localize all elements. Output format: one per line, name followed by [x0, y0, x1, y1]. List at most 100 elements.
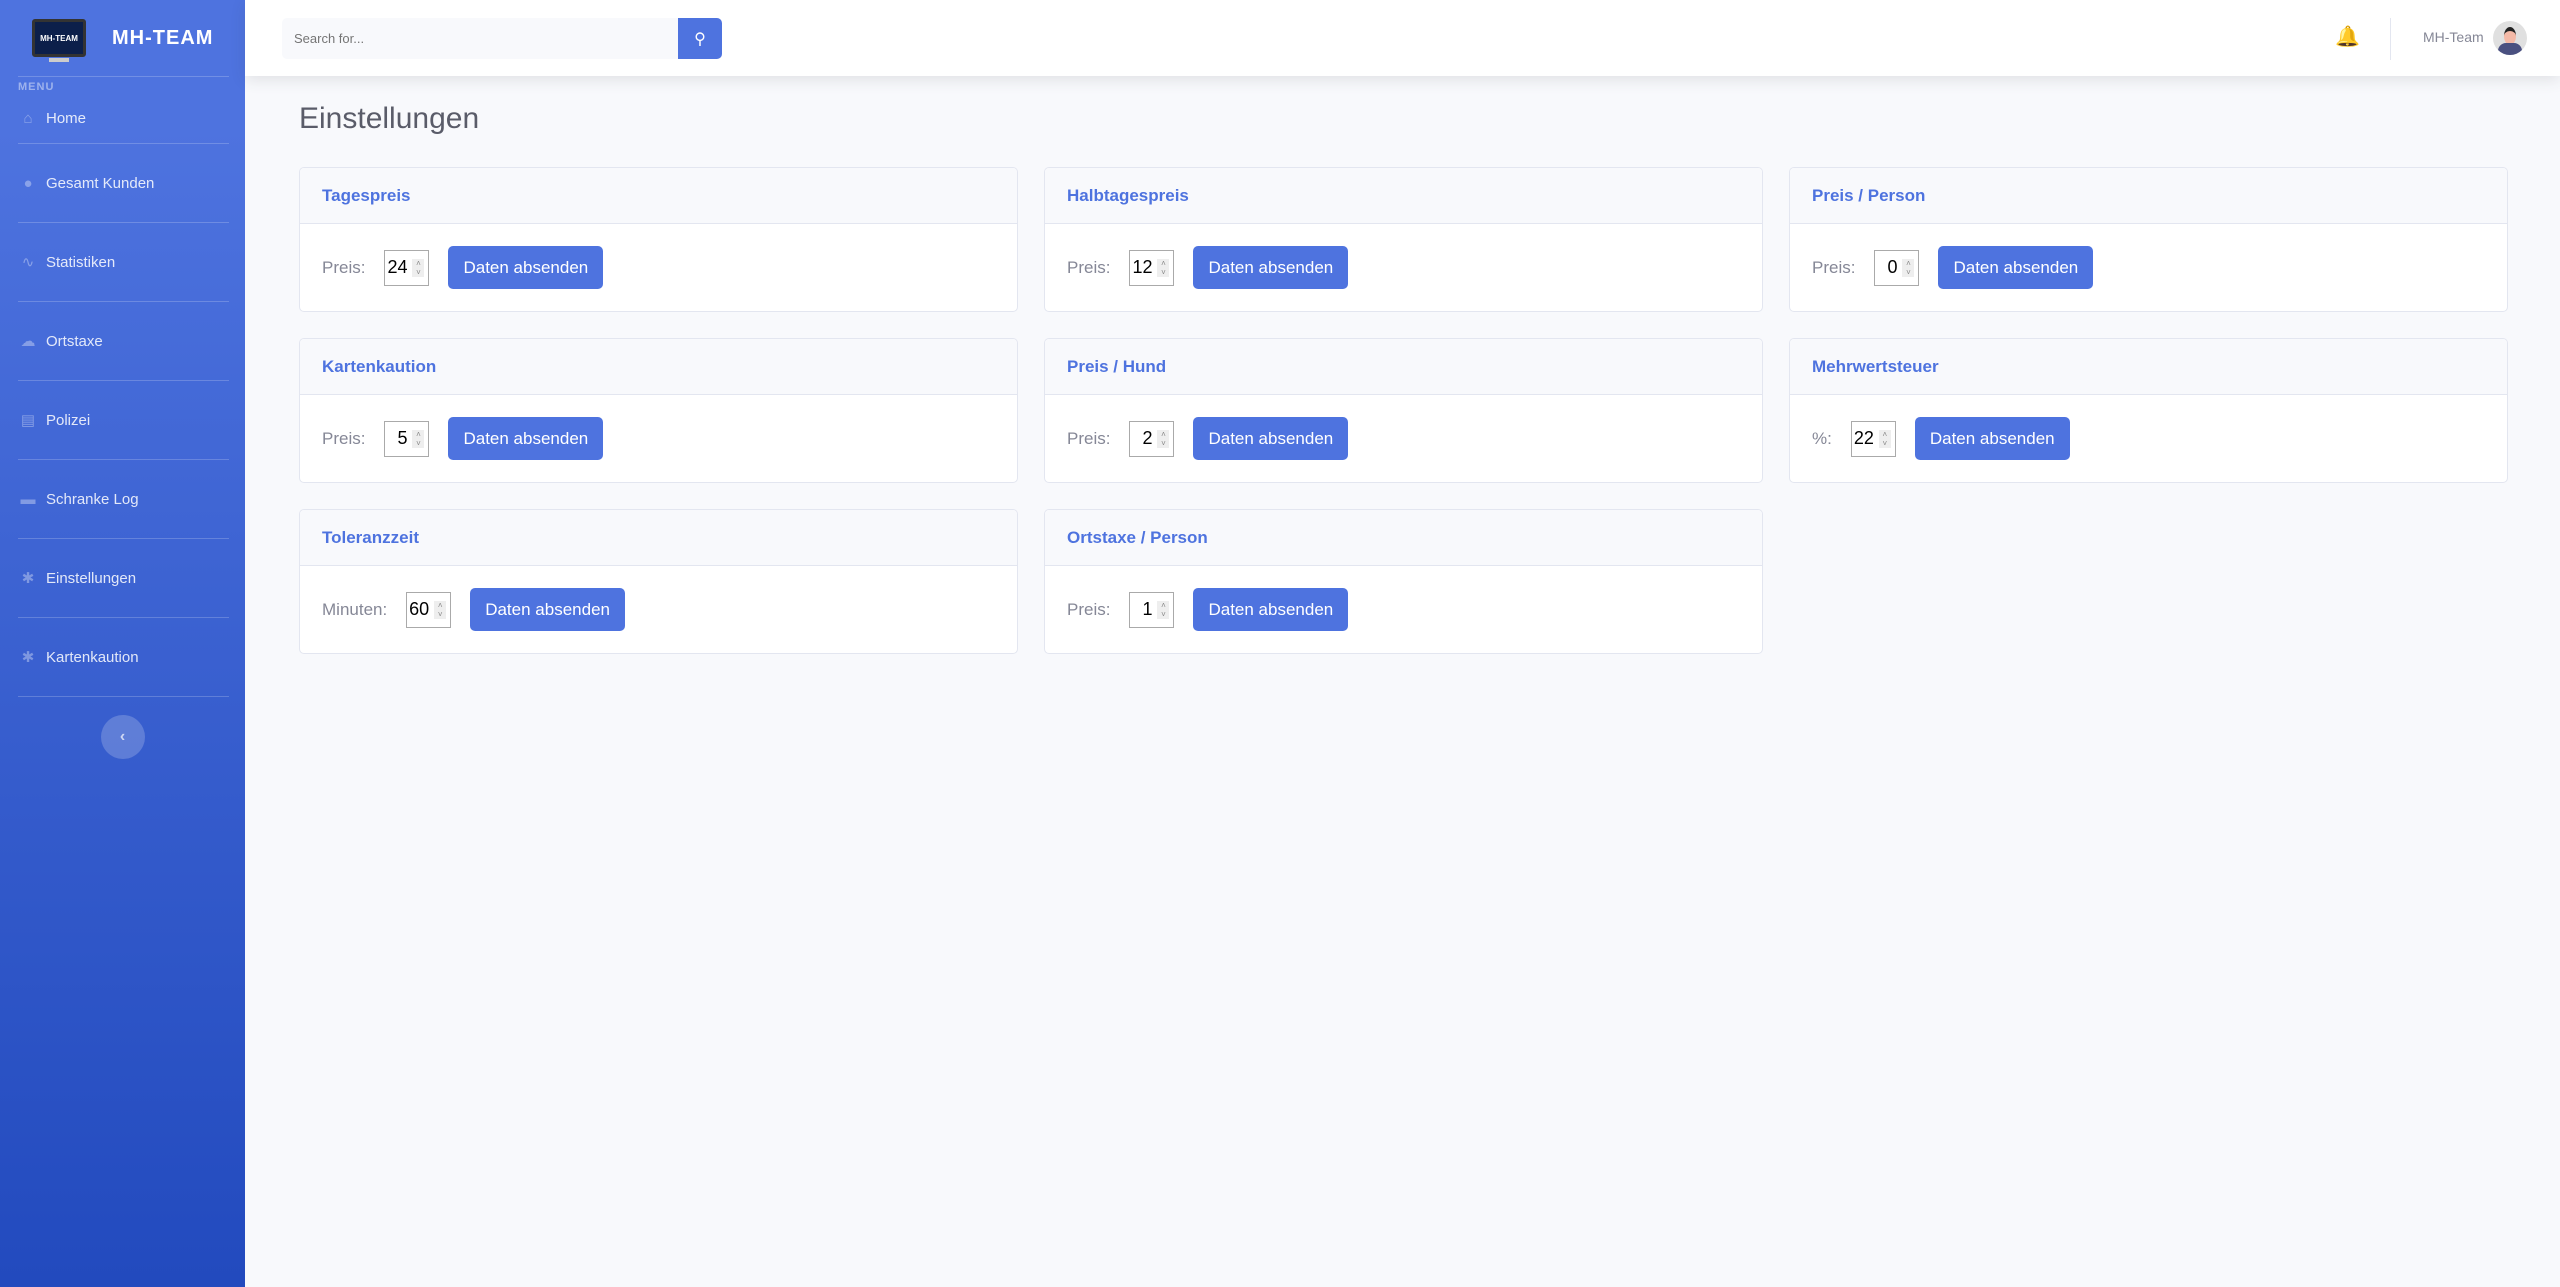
home-icon: ⌂: [23, 109, 33, 127]
sidebar-item-label: Gesamt Kunden: [46, 174, 155, 192]
submit-button[interactable]: Daten absenden: [1193, 246, 1349, 289]
brand-name: MH-TEAM: [112, 26, 214, 49]
brand-logo: MH-TEAM: [32, 19, 86, 62]
sidebar-item-label: Statistiken: [46, 253, 116, 271]
number-input[interactable]: 1 ˄ ˅: [1129, 591, 1175, 628]
settings-card: Ortstaxe / Person Preis: 1 ˄ ˅ Daten absen…: [1044, 509, 1763, 654]
card-title: Ortstaxe / Person: [1045, 510, 1762, 566]
number-input[interactable]: 12 ˄ ˅: [1129, 249, 1175, 286]
divider: [18, 459, 229, 460]
input-value: 60: [409, 599, 430, 619]
card-title: Halbtagespreis: [1045, 168, 1762, 224]
field-label: Preis:: [1067, 599, 1111, 619]
input-value: 2: [1142, 428, 1153, 448]
input-value: 12: [1132, 257, 1153, 277]
sidebar-item-ortstaxe[interactable]: ☁ Ortstaxe: [0, 302, 245, 380]
divider: [18, 222, 229, 223]
number-input[interactable]: 2 ˄ ˅: [1129, 420, 1175, 457]
bell-icon[interactable]: 🔔: [2335, 26, 2360, 48]
field-label: Preis:: [1067, 257, 1111, 277]
field-label: Minuten:: [322, 599, 388, 619]
settings-card: Toleranzzeit Minuten: 60 ˄ ˅ Daten absende…: [299, 509, 1018, 654]
settings-card: Preis / Person Preis: 0 ˄ ˅ Daten absenden: [1789, 167, 2508, 312]
sidebar-item-einstellungen[interactable]: ✱ Einstellungen: [0, 539, 245, 617]
input-value: 22: [1853, 428, 1874, 448]
divider: [18, 538, 229, 539]
input-value: 5: [397, 428, 408, 448]
user-name[interactable]: MH-Team: [2423, 29, 2484, 45]
field-label: Preis:: [1067, 428, 1111, 448]
cogs-icon: ✱: [21, 570, 35, 587]
field-label: Preis:: [1812, 257, 1856, 277]
spinner-icon[interactable]: ˄ ˅: [412, 258, 425, 277]
sidebar-item-label: Einstellungen: [46, 569, 137, 587]
settings-card: Halbtagespreis Preis: 12 ˄ ˅ Daten absende…: [1044, 167, 1763, 312]
avatar[interactable]: [2493, 21, 2527, 55]
sidebar: MH-TEAM MH-TEAM MENU ⌂ Home ● Gesamt Kunden…: [0, 0, 245, 1287]
sidebar-item-label: Ortstaxe: [46, 332, 103, 350]
sidebar-item-polizei[interactable]: ▤ Polizei: [0, 381, 245, 459]
sidebar-item-kartenkaution[interactable]: ✱ Kartenkaution: [0, 618, 245, 696]
card-title: Mehrwertsteuer: [1790, 339, 2507, 395]
search-icon: ⚲: [694, 30, 706, 48]
field-label: Preis:: [322, 257, 366, 277]
number-input[interactable]: 60 ˄ ˅: [406, 591, 452, 628]
number-input[interactable]: 22 ˄ ˅: [1850, 420, 1896, 457]
sidebar-item-label: Home: [46, 109, 87, 127]
sidebar-item-label: Polizei: [46, 411, 91, 429]
search-input[interactable]: [282, 18, 678, 59]
brand-link[interactable]: MH-TEAM MH-TEAM: [0, 0, 245, 76]
sidebar-item-gesamt-kunden[interactable]: ● Gesamt Kunden: [0, 144, 245, 222]
number-input[interactable]: 5 ˄ ˅: [384, 420, 430, 457]
input-value: 24: [387, 257, 408, 277]
divider: [18, 143, 229, 144]
menu-heading: MENU: [18, 81, 55, 93]
card-title: Kartenkaution: [300, 339, 1017, 395]
divider: [18, 617, 229, 618]
spinner-icon[interactable]: ˄ ˅: [1902, 258, 1915, 277]
number-input[interactable]: 0 ˄ ˅: [1874, 249, 1920, 286]
spinner-icon[interactable]: ˄ ˅: [1878, 429, 1891, 448]
sidebar-item-home[interactable]: ⌂ Home: [0, 93, 245, 143]
card-title: Preis / Person: [1790, 168, 2507, 224]
sidebar-item-schranke-log[interactable]: ▬ Schranke Log: [0, 460, 245, 538]
input-value: 0: [1887, 257, 1898, 277]
search-form: ⚲: [282, 18, 722, 59]
search-button[interactable]: ⚲: [678, 18, 722, 59]
truck-icon: ▬: [20, 490, 36, 508]
submit-button[interactable]: Daten absenden: [470, 588, 625, 631]
submit-button[interactable]: Daten absenden: [1193, 588, 1349, 631]
submit-button[interactable]: Daten absenden: [1938, 246, 2094, 289]
settings-card: Tagespreis Preis: 24 ˄ ˅ Daten absenden: [299, 167, 1018, 312]
spinner-icon[interactable]: ˄ ˅: [1157, 600, 1170, 619]
topbar: ⚲ 🔔 MH-Team: [245, 0, 2560, 76]
sidebar-item-label: Kartenkaution: [46, 648, 139, 666]
number-input[interactable]: 24 ˄ ˅: [384, 249, 430, 286]
settings-card: Kartenkaution Preis: 5 ˄ ˅ Daten absenden: [299, 338, 1018, 483]
submit-button[interactable]: Daten absenden: [448, 417, 604, 460]
card-title: Toleranzzeit: [300, 510, 1017, 566]
settings-card: Preis / Hund Preis: 2 ˄ ˅ Daten absenden: [1044, 338, 1763, 483]
field-label: %:: [1812, 428, 1832, 448]
sidebar-item-statistiken[interactable]: ∿ Statistiken: [0, 223, 245, 301]
spinner-icon[interactable]: ˄ ˅: [1157, 429, 1170, 448]
divider: [18, 301, 229, 302]
spinner-icon[interactable]: ˄ ˅: [1157, 258, 1170, 277]
topbar-divider: [2390, 18, 2391, 60]
spinner-icon[interactable]: ˄ ˅: [412, 429, 425, 448]
divider: [18, 696, 229, 697]
page-title: Einstellungen: [299, 102, 480, 135]
spinner-icon[interactable]: ˄ ˅: [434, 600, 447, 619]
sidebar-item-label: Schranke Log: [46, 490, 139, 508]
settings-card: Mehrwertsteuer %: 22 ˄ ˅ Daten absenden: [1789, 338, 2508, 483]
chart-line-icon: ∿: [21, 254, 35, 271]
cogs-icon: ✱: [21, 649, 35, 666]
file-download-icon: ▤: [20, 412, 36, 429]
divider: [18, 380, 229, 381]
sidebar-toggle-button[interactable]: ‹: [100, 715, 145, 759]
submit-button[interactable]: Daten absenden: [448, 246, 604, 289]
user-icon: ●: [23, 174, 33, 192]
submit-button[interactable]: Daten absenden: [1193, 417, 1349, 460]
submit-button[interactable]: Daten absenden: [1914, 417, 2070, 460]
card-title: Preis / Hund: [1045, 339, 1762, 395]
